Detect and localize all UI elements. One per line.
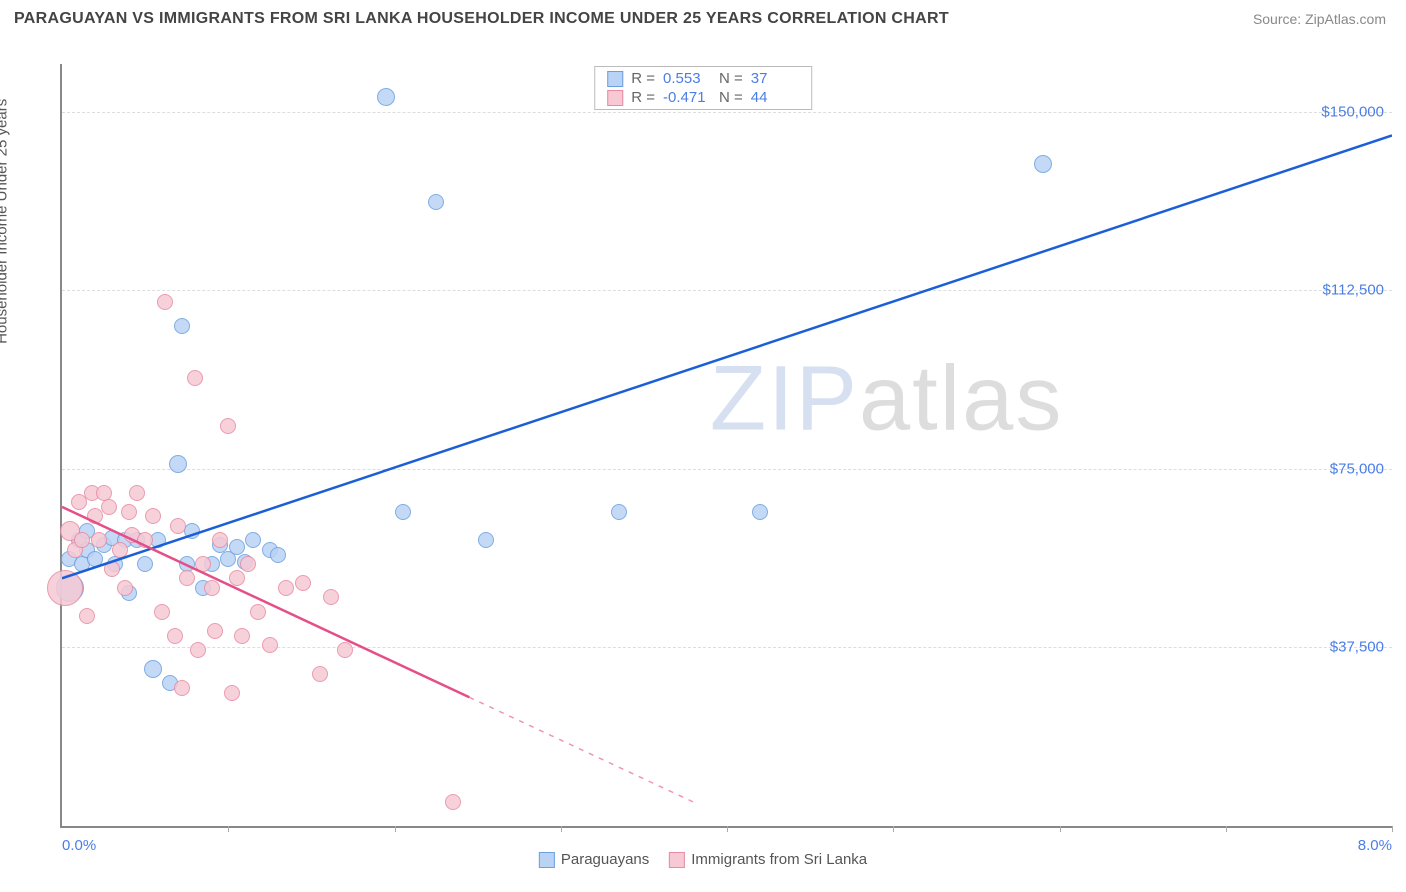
x-tick bbox=[395, 826, 396, 832]
swatch-blue-icon bbox=[607, 71, 623, 87]
trend-lines-layer bbox=[62, 64, 1392, 826]
stat-row-srilanka: R = -0.471 N = 44 bbox=[595, 88, 811, 107]
legend-item-srilanka: Immigrants from Sri Lanka bbox=[669, 851, 867, 868]
n-label: N = bbox=[719, 70, 743, 87]
r-value: -0.471 bbox=[663, 89, 711, 106]
x-tick bbox=[1392, 826, 1393, 832]
n-value: 44 bbox=[751, 89, 799, 106]
chart-title: PARAGUAYAN VS IMMIGRANTS FROM SRI LANKA … bbox=[14, 10, 949, 28]
n-label: N = bbox=[719, 89, 743, 106]
r-label: R = bbox=[631, 89, 655, 106]
trend-line-srilanka bbox=[62, 507, 469, 697]
trend-line-paraguayan bbox=[62, 135, 1392, 578]
legend-swatch-blue-icon bbox=[539, 852, 555, 868]
x-tick bbox=[1226, 826, 1227, 832]
legend-item-paraguayans: Paraguayans bbox=[539, 851, 649, 868]
stat-row-paraguayans: R = 0.553 N = 37 bbox=[595, 69, 811, 88]
legend-label: Paraguayans bbox=[561, 851, 649, 868]
x-max-label: 8.0% bbox=[1358, 837, 1392, 854]
plot-region: ZIPatlas $37,500$75,000$112,500$150,0000… bbox=[60, 64, 1392, 828]
y-axis-label: Householder Income Under 25 years bbox=[0, 99, 11, 344]
x-min-label: 0.0% bbox=[62, 837, 96, 854]
legend-swatch-pink-icon bbox=[669, 852, 685, 868]
source-label: Source: ZipAtlas.com bbox=[1253, 11, 1386, 27]
chart-header: PARAGUAYAN VS IMMIGRANTS FROM SRI LANKA … bbox=[0, 0, 1406, 32]
x-tick bbox=[727, 826, 728, 832]
swatch-pink-icon bbox=[607, 90, 623, 106]
bottom-legend: Paraguayans Immigrants from Sri Lanka bbox=[539, 851, 867, 868]
chart-area: Householder Income Under 25 years R = 0.… bbox=[14, 38, 1392, 878]
legend-label: Immigrants from Sri Lanka bbox=[691, 851, 867, 868]
x-tick bbox=[561, 826, 562, 832]
r-value: 0.553 bbox=[663, 70, 711, 87]
r-label: R = bbox=[631, 70, 655, 87]
correlation-stats-box: R = 0.553 N = 37 R = -0.471 N = 44 bbox=[594, 66, 812, 110]
x-tick bbox=[893, 826, 894, 832]
trend-line-extrapolated bbox=[469, 697, 693, 802]
x-tick bbox=[228, 826, 229, 832]
n-value: 37 bbox=[751, 70, 799, 87]
x-tick bbox=[1060, 826, 1061, 832]
